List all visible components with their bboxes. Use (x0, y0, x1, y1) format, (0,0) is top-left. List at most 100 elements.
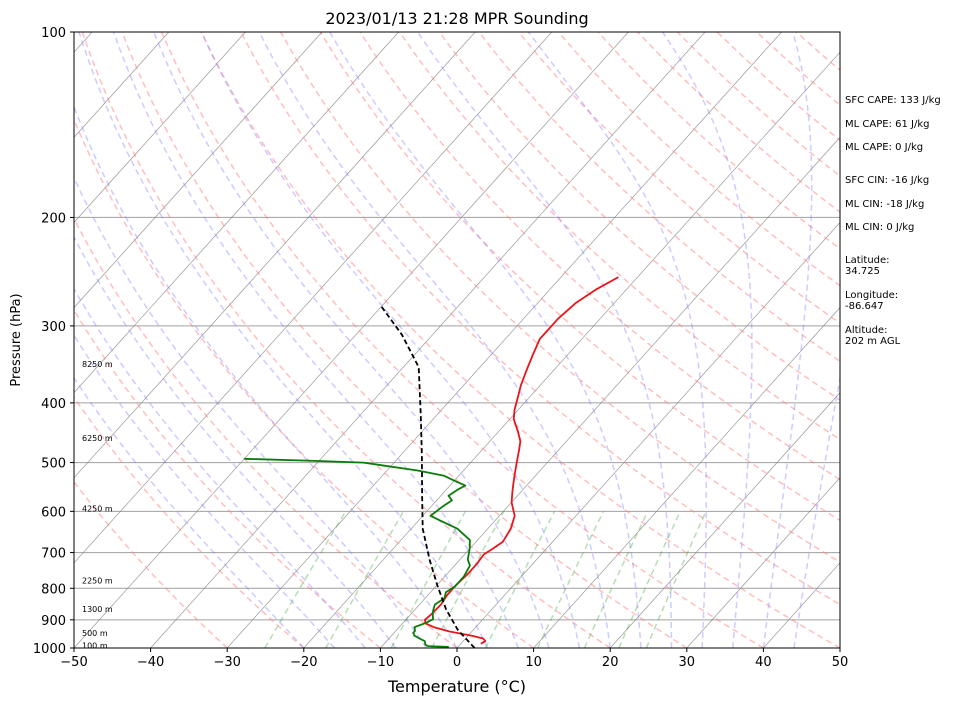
isotherm-line (74, 32, 170, 138)
moist-adiabat (329, 32, 642, 648)
dry-adiabat (121, 32, 688, 648)
stat-ml-cape: ML CAPE: 61 J/kg (845, 119, 930, 130)
altitude-label: Altitude: (845, 325, 888, 336)
altitude-value: 202 m AGL (845, 336, 901, 347)
x-tick-label: −40 (137, 655, 164, 670)
y-tick-label: 700 (41, 547, 66, 562)
isotherm-line (74, 32, 323, 309)
moist-adiabat (74, 287, 366, 648)
x-tick-label: 0 (453, 655, 461, 670)
dry-adiabat (74, 396, 305, 648)
dry-adiabat (200, 32, 840, 648)
y-tick-label: 900 (41, 614, 66, 629)
x-tick-label: 30 (679, 655, 696, 670)
axes: −50 −40 −30 −20 −10 0 10 20 30 40 50 1000 900 800 700 6… (33, 26, 848, 670)
dry-adiabat (557, 32, 840, 287)
mixing-ratio-line (645, 510, 707, 648)
mixing-ratio-line (484, 510, 556, 648)
isotherm-line (226, 32, 782, 648)
mixing-ratio-line (536, 510, 605, 648)
moist-adiabat (153, 32, 550, 648)
isotherm-line (74, 32, 629, 648)
y-tick-label: 100 (41, 26, 66, 41)
moist-adiabat (527, 32, 707, 648)
x-tick-label: 20 (602, 655, 619, 670)
dry-adiabat (279, 32, 840, 563)
isotherm-line (456, 221, 840, 648)
isotherm-line (380, 136, 840, 648)
x-tick-label: 50 (832, 655, 849, 670)
moist-adiabat (74, 176, 428, 648)
longitude-label: Longitude: (845, 290, 899, 301)
latitude-label: Latitude: (845, 255, 890, 266)
stat-sfc-cin: SFC CIN: -16 J/kg (845, 175, 930, 186)
moist-adiabat (200, 32, 581, 648)
mixing-ratio-line (264, 510, 347, 648)
x-tick-label: −30 (213, 655, 240, 670)
stat-ml-cin-2: ML CIN: 0 J/kg (845, 222, 915, 233)
y-axis-label: Pressure (hPa) (9, 293, 24, 386)
moist-adiabat (74, 235, 397, 648)
x-tick-label: −50 (60, 655, 87, 670)
isotherm-line (686, 477, 840, 648)
dry-adiabat (518, 32, 840, 325)
isotherm-line (74, 32, 399, 394)
dry-adiabat (240, 32, 840, 606)
x-tick-label: 10 (525, 655, 542, 670)
dry-adiabat (74, 217, 458, 648)
height-label: 1300 m (82, 605, 113, 614)
mixing-ratio-line (583, 510, 649, 648)
longitude-value: -86.647 (845, 301, 884, 312)
x-axis-label: Temperature (°C) (387, 677, 526, 696)
isotherm-line (303, 51, 840, 648)
moist-adiabat (78, 32, 489, 648)
height-label: 6250 m (82, 434, 113, 443)
moist-adiabat (762, 32, 813, 648)
latitude-value: 34.725 (845, 266, 880, 277)
plot-frame (73, 31, 841, 649)
dry-adiabat (74, 308, 381, 648)
dry-adiabat (319, 32, 840, 522)
y-tick-label: 400 (41, 397, 66, 412)
height-label: 500 m (82, 629, 108, 638)
y-tick-label: 600 (41, 505, 66, 520)
mixing-ratio-line (390, 510, 467, 648)
isotherm-line (609, 392, 840, 648)
height-label: 4250 m (82, 505, 113, 514)
y-tick-label: 1000 (33, 642, 66, 657)
height-label: 100 m (82, 642, 108, 651)
stat-ml-cin: ML CIN: -18 J/kg (845, 199, 925, 210)
dry-adiabat (160, 32, 764, 648)
x-tick-label: −10 (367, 655, 394, 670)
moist-adiabat (793, 374, 840, 648)
x-tick-label: −20 (290, 655, 317, 670)
background-lines (74, 32, 840, 648)
dry-adiabat (74, 118, 535, 648)
data-series (244, 276, 619, 648)
dry-adiabat (81, 32, 611, 648)
y-tick-label: 800 (41, 582, 66, 597)
mixing-ratio-line (618, 510, 681, 648)
isotherm-line (74, 32, 553, 564)
dry-adiabat (478, 32, 840, 363)
stat-ml-cape-2: ML CAPE: 0 J/kg (845, 142, 924, 153)
isotherm-line (74, 32, 246, 223)
y-tick-label: 300 (41, 320, 66, 335)
moist-adiabat (661, 32, 753, 648)
moist-adiabat (258, 32, 611, 648)
height-label: 2250 m (82, 576, 113, 585)
dry-adiabat (74, 480, 228, 648)
parcel-line (380, 305, 476, 648)
y-tick-label: 200 (41, 211, 66, 226)
mixing-ratio-line (325, 510, 405, 648)
stat-sfc-cape: SFC CAPE: 133 J/kg (845, 95, 941, 106)
isotherm-line (533, 307, 840, 648)
moist-adiabat (74, 104, 458, 648)
moist-adiabat (112, 32, 520, 648)
isotherm-line (74, 32, 476, 479)
height-labels: 100 m 500 m 1300 m 2250 m 4250 m 6250 m 8250 m (82, 360, 113, 651)
x-tick-label: 40 (755, 655, 772, 670)
chart-title: 2023/01/13 21:28 MPR Sounding (325, 9, 588, 28)
dewpoint-line (244, 457, 471, 648)
